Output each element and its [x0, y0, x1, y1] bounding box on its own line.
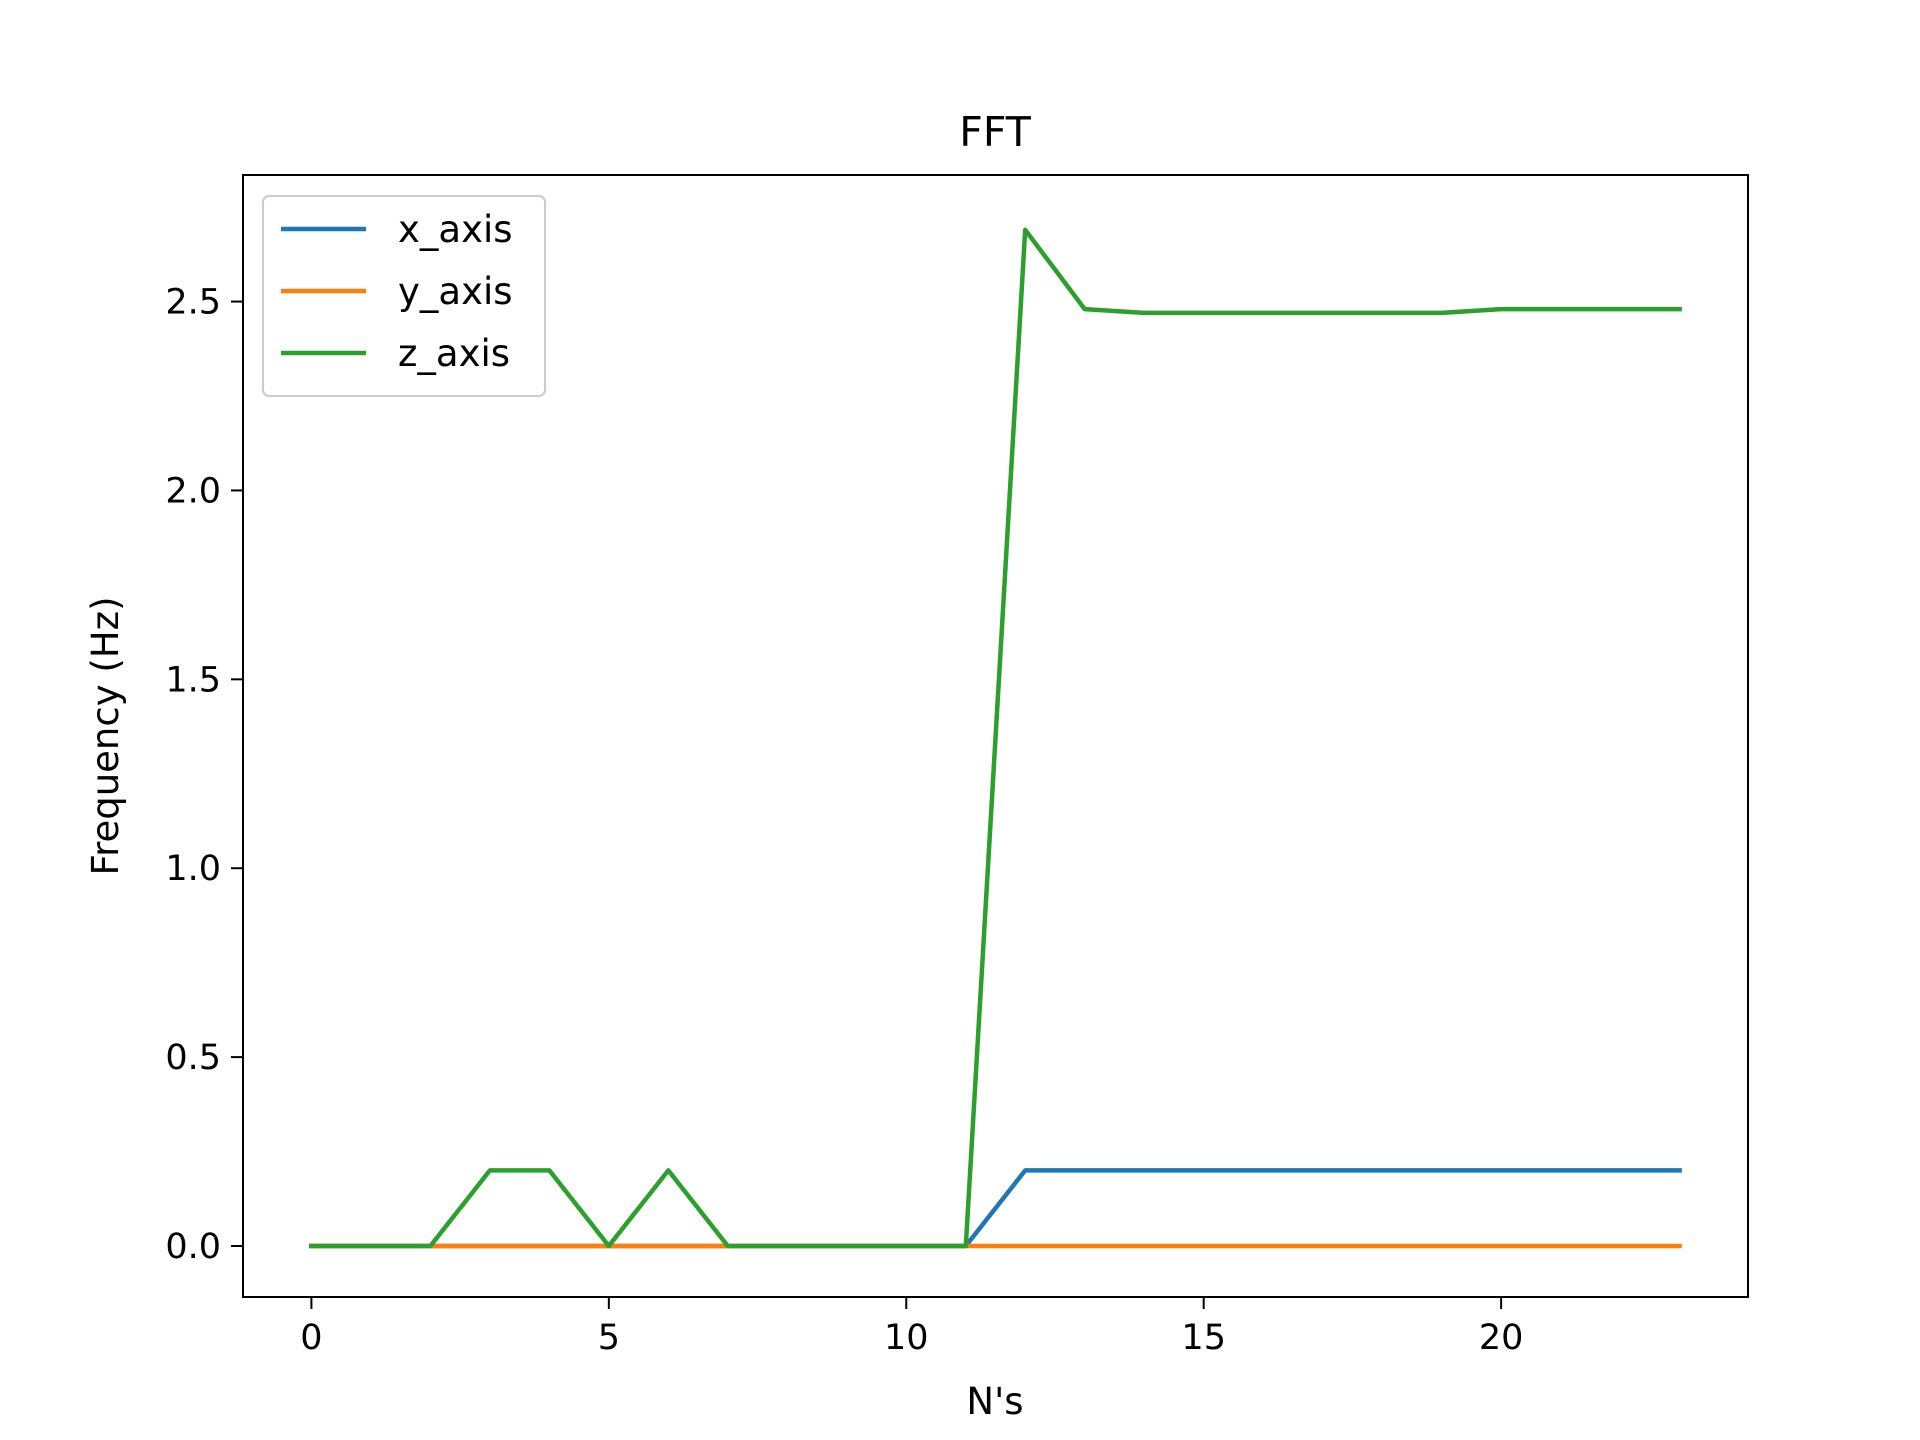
legend-box: [262, 195, 546, 397]
series-lines: [309, 227, 1682, 1249]
chart-title: FFT: [959, 108, 1031, 156]
y-tick-label: 1.0: [165, 849, 221, 889]
x-axis-label: N's: [966, 1380, 1023, 1423]
y-axis-label: Frequency (Hz): [84, 596, 127, 875]
x-tick-label: 5: [598, 1318, 620, 1358]
y-tick-label: 1.5: [165, 660, 221, 700]
y-axis-ticks: 0.0 0.5 1.0 1.5 2.0 2.5: [165, 283, 243, 1267]
series-line-z-axis: [309, 227, 1682, 1249]
legend-label-z-axis: z_axis: [398, 332, 510, 375]
y-tick-label: 2.5: [165, 283, 221, 323]
x-tick-label: 0: [300, 1318, 322, 1358]
legend-label-y-axis: y_axis: [398, 270, 513, 313]
plot-frame: [242, 174, 1749, 1298]
x-tick-label: 10: [884, 1318, 929, 1358]
y-tick-label: 0.5: [165, 1038, 221, 1078]
legend: x_axis y_axis z_axis: [262, 195, 546, 397]
legend-entries: x_axis y_axis z_axis: [281, 208, 513, 375]
x-axis-ticks: 0 5 10 15 20: [300, 1297, 1523, 1358]
y-tick-label: 0.0: [165, 1227, 221, 1267]
y-tick-label: 2.0: [165, 471, 221, 511]
x-tick-label: 20: [1479, 1318, 1524, 1358]
legend-label-x-axis: x_axis: [398, 208, 513, 251]
x-tick-label: 15: [1181, 1318, 1226, 1358]
